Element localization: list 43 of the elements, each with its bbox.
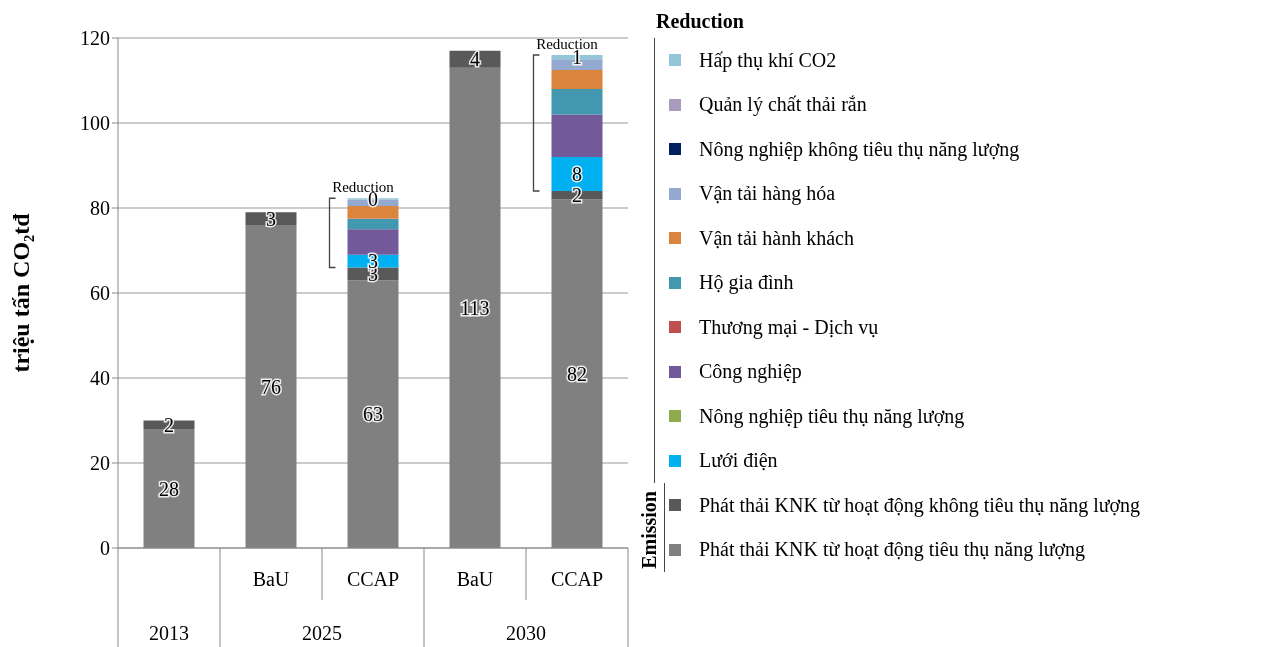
y-axis-title: triệu tấn CO₂tđ [7, 212, 34, 373]
data-label: 63 [363, 403, 383, 426]
x-tick-label: BaU [456, 568, 494, 590]
y-tick-label: 40 [90, 367, 110, 390]
legend-label: Nông nghiệp không tiêu thụ năng lượng [699, 137, 1020, 161]
data-label: 28 [159, 477, 179, 500]
data-label: 76 [261, 375, 281, 398]
bar [551, 69, 603, 89]
data-label: 8 [572, 163, 582, 185]
bar [347, 205, 399, 219]
text: Emission [638, 491, 661, 569]
y-tick-label: 20 [90, 452, 110, 475]
bar [347, 218, 399, 230]
legend-label: Quản lý chất thải rắn [699, 93, 867, 117]
legend-label: Vận tải hành khách [699, 226, 854, 250]
legend-label: Hấp thụ khí CO2 [699, 48, 837, 72]
x-tick-label: CCAP [550, 568, 604, 590]
text: 2030 [506, 622, 546, 644]
legend-label: Hộ gia đình [699, 271, 794, 295]
y-tick-label: 0 [100, 537, 110, 560]
legend-label: Công nghiệp [699, 360, 802, 384]
legend-label: Phát thải KNK từ hoạt động không tiêu thụ năng lượng [699, 493, 1141, 517]
y-tick-label: 100 [80, 112, 110, 135]
text: 2025 [302, 622, 342, 644]
legend-label: Thương mại - Dịch vụ [699, 315, 879, 339]
data-label: 113 [460, 296, 490, 319]
y-tick-label: 80 [90, 197, 110, 220]
bar [347, 229, 399, 255]
bar [551, 89, 603, 115]
x-tick-label: BaU [252, 568, 290, 590]
data-label: 2 [572, 184, 582, 207]
legend-label: Nông nghiệp tiêu thụ năng lượng [699, 404, 965, 428]
data-label: 4 [470, 48, 480, 71]
legend-label: Vận tải hàng hóa [699, 182, 836, 206]
x-tick-label: CCAP [346, 568, 400, 590]
text: 2013 [149, 622, 189, 644]
data-label: 82 [567, 362, 587, 385]
y-tick-label: 60 [90, 282, 110, 305]
legend-label: Phát thải KNK từ hoạt động tiêu thụ năng lượng [699, 538, 1086, 562]
legend-title: Reduction [656, 10, 745, 34]
bar [551, 114, 603, 157]
y-tick-label: 120 [80, 27, 110, 50]
legend-label: Lưới điện [699, 449, 778, 473]
